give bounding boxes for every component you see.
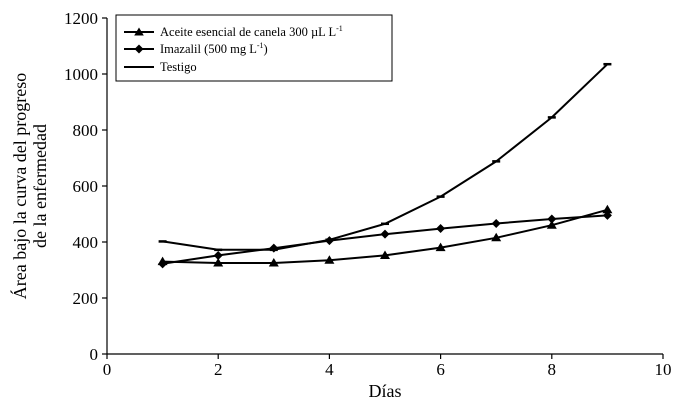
legend: Aceite esencial de canela 300 µL L-1 Ima…	[115, 14, 393, 82]
triangle-marker	[324, 255, 335, 264]
y-tick-label: 200	[73, 289, 99, 308]
legend-label-canela: Aceite esencial de canela 300 µL L-1	[160, 24, 343, 39]
legend-triangle-marker	[134, 27, 144, 36]
triangle-marker	[491, 232, 502, 242]
y-tick-label: 800	[73, 121, 99, 140]
y-tick-label: 0	[90, 345, 99, 364]
diamond-marker	[380, 229, 390, 239]
triangle-marker	[602, 204, 613, 214]
x-tick-label: 6	[436, 360, 445, 379]
legend-label-imazalil: Imazalil (500 mg L-1)	[160, 41, 268, 56]
series-line-testigo	[162, 63, 609, 251]
triangle-marker	[435, 242, 446, 252]
diamond-marker	[602, 210, 612, 220]
x-tick-label: 10	[655, 360, 672, 379]
series-markers	[157, 62, 613, 269]
diamond-marker	[158, 259, 168, 269]
y-axis-label-line-1: Área bajo la curva del progreso	[9, 73, 30, 299]
x-axis-label: Días	[369, 381, 402, 398]
legend-entry-canela: Aceite esencial de canela 300 µL L-1	[124, 24, 343, 39]
triangle-marker	[380, 250, 390, 259]
x-tick-label: 0	[103, 360, 112, 379]
triangle-marker	[268, 258, 279, 267]
legend-entry-imazalil: Imazalil (500 mg L-1)	[124, 41, 268, 56]
legend-box	[115, 14, 393, 82]
y-axis-label-line-2: de la enfermedad	[30, 124, 50, 248]
diamond-marker	[436, 224, 446, 234]
legend-label-testigo: Testigo	[160, 60, 197, 74]
diamond-marker	[547, 214, 557, 224]
diamond-marker	[491, 219, 501, 229]
y-tick-label: 600	[73, 177, 99, 196]
y-tick-label: 400	[73, 233, 99, 252]
y-tick-label: 1200	[64, 9, 98, 28]
x-tick-label: 4	[325, 360, 334, 379]
legend-diamond-marker	[134, 44, 144, 54]
diamond-marker	[213, 250, 223, 260]
triangle-marker	[213, 258, 224, 267]
x-tick-label: 2	[214, 360, 223, 379]
legend-entry-testigo: Testigo	[124, 60, 197, 74]
ticks: 0 2 4 6 8 10 0 200 400 600 800 1000 1200	[64, 9, 672, 379]
y-tick-label: 1000	[64, 65, 98, 84]
diamond-marker	[269, 243, 279, 253]
x-tick-label: 8	[548, 360, 557, 379]
triangle-marker	[546, 220, 557, 229]
